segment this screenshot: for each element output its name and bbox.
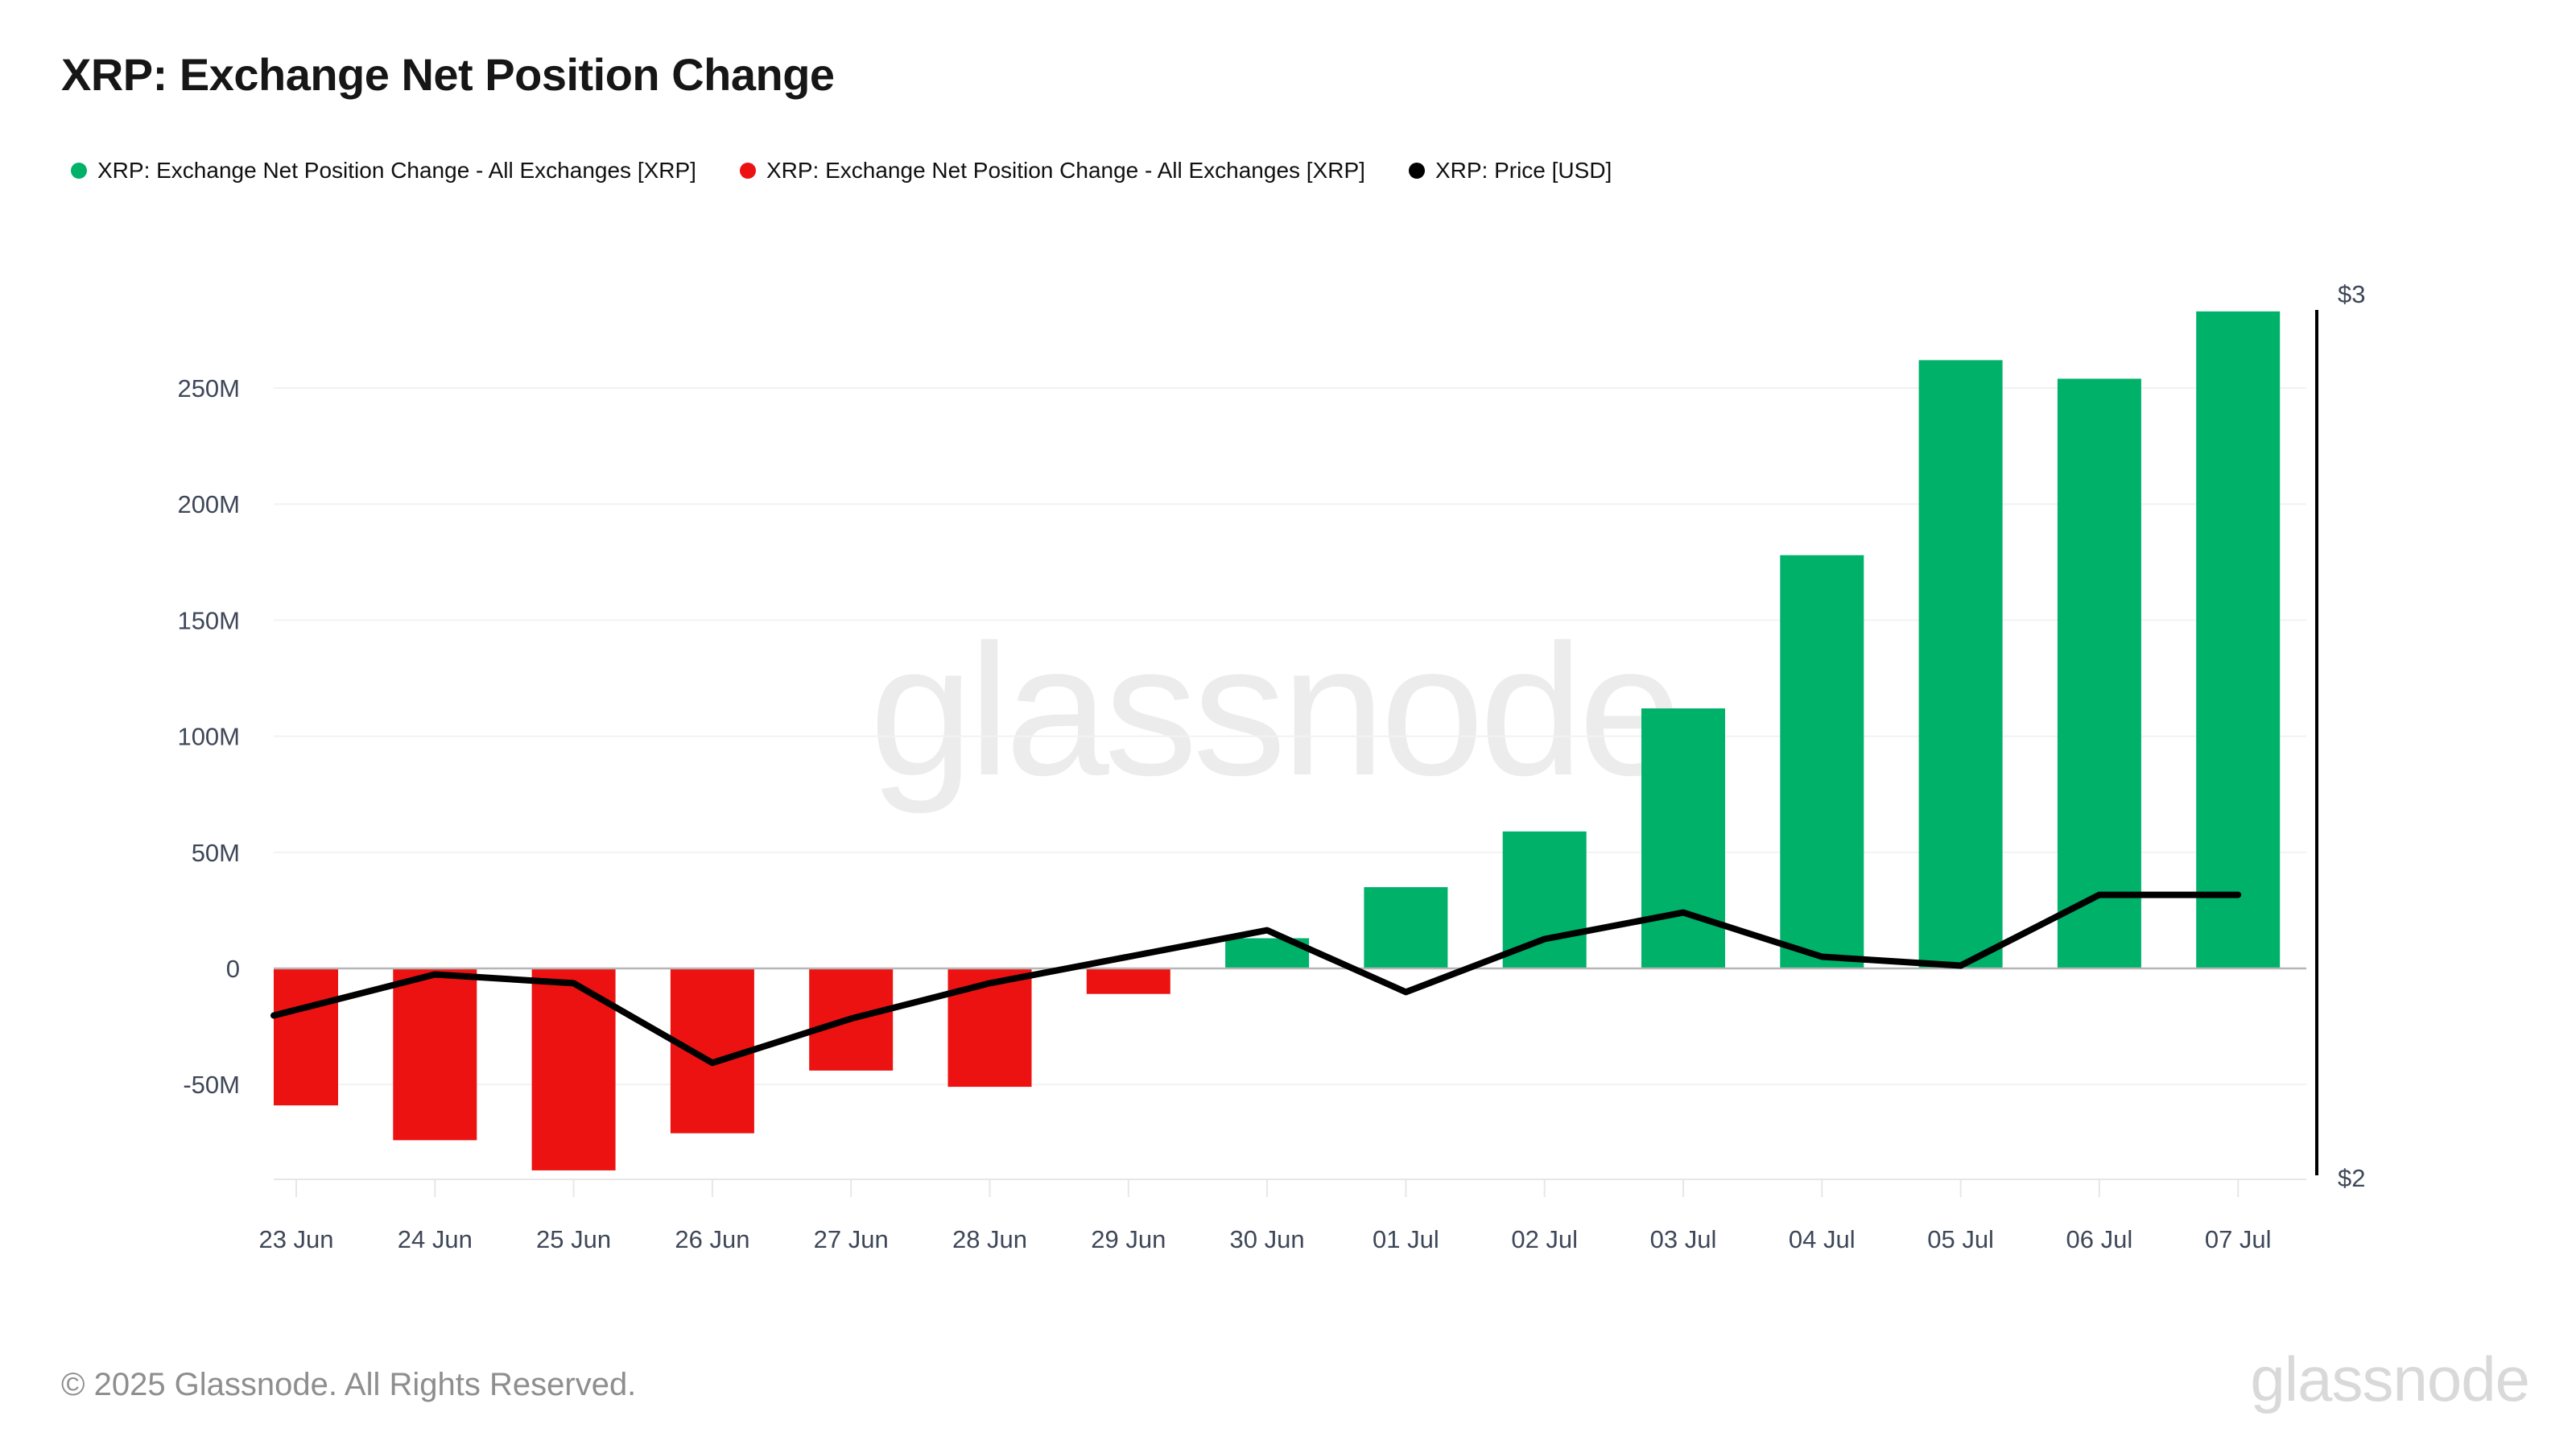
y-axis-tick-label: 250M	[177, 374, 240, 402]
chart-legend: XRP: Exchange Net Position Change - All …	[71, 158, 1612, 184]
copyright-notice: © 2025 Glassnode. All Rights Reserved.	[61, 1367, 637, 1402]
bar-07-jul[interactable]	[2196, 311, 2281, 968]
y-axis-labels: 250M 200M 150M 100M 50M 0 -50M	[177, 374, 240, 1099]
price-axis-tick-label: $3	[2338, 280, 2365, 308]
bar-06-jul[interactable]	[2057, 378, 2141, 968]
x-axis-tick-label: 25 Jun	[536, 1225, 611, 1253]
x-axis-tick-label: 03 Jul	[1650, 1225, 1717, 1253]
x-axis-tick-label: 27 Jun	[814, 1225, 889, 1253]
x-axis-tick-label: 30 Jun	[1230, 1225, 1305, 1253]
x-axis-tick-label: 07 Jul	[2205, 1225, 2272, 1253]
x-axis-tick-label: 05 Jul	[1927, 1225, 1994, 1253]
bar-01-jul[interactable]	[1364, 887, 1448, 968]
y-axis-tick-label: 0	[226, 955, 240, 983]
y-axis-tick-label: 200M	[177, 490, 240, 518]
x-axis-labels: 23 Jun 24 Jun 25 Jun 26 Jun 27 Jun 28 Jun 29 J…	[258, 1179, 2272, 1253]
x-axis-tick-label: 28 Jun	[952, 1225, 1027, 1253]
x-axis-tick-label: 24 Jun	[398, 1225, 473, 1253]
x-axis-tick-label: 29 Jun	[1091, 1225, 1166, 1253]
bar-series	[254, 311, 2281, 1170]
bar-29-jun[interactable]	[1086, 968, 1170, 994]
bar-02-jul[interactable]	[1502, 831, 1587, 968]
bar-04-jul[interactable]	[1780, 555, 1864, 968]
green-dot-icon	[71, 163, 87, 179]
y-axis-tick-label: 150M	[177, 606, 240, 634]
x-axis-tick-label: 26 Jun	[675, 1225, 749, 1253]
legend-item-label: XRP: Exchange Net Position Change - All …	[97, 158, 696, 183]
legend-item-price[interactable]: XRP: Price [USD]	[1408, 158, 1612, 184]
price-line[interactable]	[270, 891, 2242, 1067]
glassnode-watermark: glassnode	[869, 606, 1678, 815]
bar-24-jun[interactable]	[393, 968, 477, 1141]
y-axis-tick-label: 50M	[192, 839, 240, 867]
y-axis-tick-label: 100M	[177, 723, 240, 751]
x-axis-tick-label: 01 Jul	[1373, 1225, 1439, 1253]
legend-item-net-position-inflow[interactable]: XRP: Exchange Net Position Change - All …	[71, 158, 696, 184]
glassnode-logo: glassnode	[2250, 1344, 2530, 1414]
x-axis-tick-label: 04 Jul	[1789, 1225, 1856, 1253]
legend-item-net-position-outflow[interactable]: XRP: Exchange Net Position Change - All …	[739, 158, 1365, 184]
bar-05-jul[interactable]	[1918, 360, 2003, 969]
price-axis-tick-label: $2	[2338, 1164, 2365, 1192]
page-title: XRP: Exchange Net Position Change	[61, 49, 835, 100]
bar-03-jul[interactable]	[1641, 708, 1725, 968]
legend-item-label: XRP: Price [USD]	[1435, 158, 1612, 183]
x-axis-tick-label: 02 Jul	[1511, 1225, 1578, 1253]
bar-23-jun[interactable]	[254, 968, 338, 1106]
black-dot-icon	[1408, 163, 1425, 179]
price-axis-labels: $3 $2	[2338, 280, 2365, 1192]
x-axis-tick-label: 23 Jun	[258, 1225, 333, 1253]
y-axis-tick-label: -50M	[183, 1071, 240, 1099]
red-dot-icon	[739, 163, 756, 179]
legend-item-label: XRP: Exchange Net Position Change - All …	[766, 158, 1365, 183]
x-axis-tick-label: 06 Jul	[2066, 1225, 2133, 1253]
